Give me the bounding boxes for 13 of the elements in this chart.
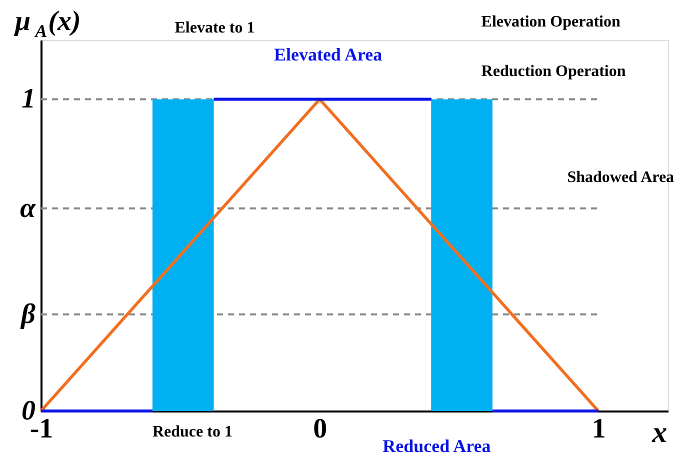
y-tick-label: 1 bbox=[22, 84, 36, 115]
text: Reduce to 1 bbox=[152, 423, 232, 440]
text: Elevate to 1 bbox=[174, 20, 255, 37]
text: Elevation Operation bbox=[481, 13, 621, 30]
x-tick-label: 0 bbox=[313, 414, 328, 444]
y-tick-label: α bbox=[20, 192, 36, 224]
annotation: Reduction Operation bbox=[481, 63, 626, 80]
annotation: Elevated Area bbox=[274, 44, 382, 65]
y-tick-label: β bbox=[20, 298, 36, 330]
x-tick-label: 1 bbox=[592, 414, 606, 444]
annotation: Shadowed Area bbox=[567, 169, 674, 186]
x-axis-title: x bbox=[651, 416, 668, 449]
text: Reduced Area bbox=[382, 436, 491, 456]
